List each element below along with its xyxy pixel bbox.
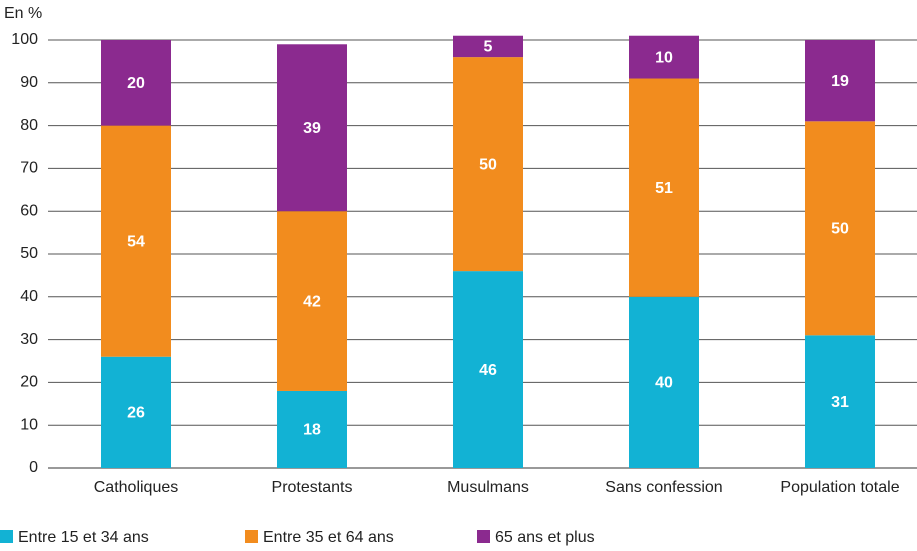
data-label: 50 [831, 221, 849, 238]
y-tick-label: 10 [20, 416, 38, 433]
data-label: 40 [655, 375, 673, 392]
x-tick-label: Population totale [780, 479, 899, 496]
bar-segment [453, 271, 523, 468]
data-label: 20 [127, 75, 145, 92]
y-tick-label: 60 [20, 202, 38, 219]
y-tick-label: 70 [20, 160, 38, 177]
data-label: 26 [127, 405, 145, 422]
data-label: 18 [303, 422, 321, 439]
y-tick-label: 90 [20, 74, 38, 91]
legend-swatch [477, 530, 490, 543]
y-tick-label: 100 [11, 31, 38, 48]
data-label: 39 [303, 120, 321, 137]
data-label: 54 [127, 233, 145, 250]
y-tick-label: 40 [20, 288, 38, 305]
y-axis-label: En % [4, 5, 42, 22]
legend-label: Entre 35 et 64 ans [263, 529, 394, 546]
bar-segment [101, 356, 171, 468]
bar-segment [805, 40, 875, 122]
bar-segment [629, 296, 699, 468]
bar-segment [101, 125, 171, 357]
y-tick-label: 0 [29, 459, 38, 476]
y-tick-label: 50 [20, 245, 38, 262]
bar-segment [805, 335, 875, 468]
legend-swatch [245, 530, 258, 543]
bar-segment [453, 35, 523, 58]
data-label: 31 [831, 394, 849, 411]
x-tick-label: Protestants [272, 479, 353, 496]
bar-segment [277, 211, 347, 391]
y-tick-label: 30 [20, 331, 38, 348]
x-tick-label: Catholiques [94, 479, 179, 496]
bar-segment [805, 121, 875, 336]
bar-segment [629, 35, 699, 79]
bar-segment [277, 44, 347, 212]
data-label: 46 [479, 362, 497, 379]
x-tick-label: Musulmans [447, 479, 529, 496]
y-tick-label: 80 [20, 117, 38, 134]
legend-swatch [0, 530, 13, 543]
bar-segment [101, 40, 171, 126]
data-label: 10 [655, 49, 673, 66]
bar-segment [277, 390, 347, 468]
legend-label: Entre 15 et 34 ans [18, 529, 149, 546]
bar-segment [453, 57, 523, 272]
data-label: 19 [831, 73, 849, 90]
data-label: 5 [484, 39, 493, 56]
data-label: 42 [303, 293, 321, 310]
legend-label: 65 ans et plus [495, 529, 595, 546]
x-tick-label: Sans confession [605, 479, 722, 496]
data-label: 51 [655, 180, 673, 197]
y-tick-label: 20 [20, 374, 38, 391]
data-label: 50 [479, 156, 497, 173]
bar-segment [629, 78, 699, 297]
